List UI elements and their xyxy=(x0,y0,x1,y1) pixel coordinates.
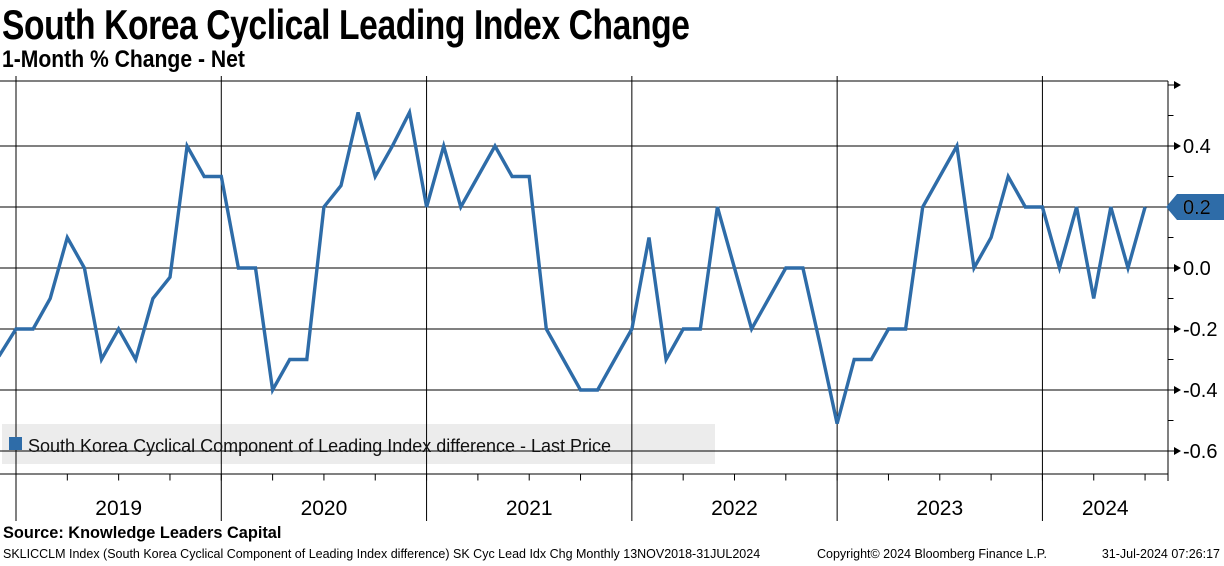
x-axis-year-label: 2023 xyxy=(916,497,963,520)
page-title: South Korea Cyclical Leading Index Chang… xyxy=(2,1,690,48)
y-tick-arrow-icon xyxy=(1174,386,1181,394)
y-tick-arrow-icon xyxy=(1174,447,1181,455)
y-axis-label: 0.4 xyxy=(1183,136,1211,158)
y-axis-label: 0.2 xyxy=(1183,197,1211,219)
last-price-label: 0.2 xyxy=(1183,197,1211,219)
y-tick-arrow-icon xyxy=(1174,264,1181,272)
price-line xyxy=(0,107,1147,425)
y-tick-arrow-icon xyxy=(1174,142,1181,150)
page-subtitle: 1-Month % Change - Net xyxy=(2,46,245,73)
footer-meta: SKLICCLM Index (South Korea Cyclical Com… xyxy=(0,547,1224,565)
x-axis-year-label: 2021 xyxy=(506,497,553,520)
y-tick-arrow-icon xyxy=(1174,81,1181,89)
y-tick-arrow-icon xyxy=(1174,325,1181,333)
x-axis-year-label: 2024 xyxy=(1082,497,1129,520)
x-axis-year-label: 2020 xyxy=(301,497,348,520)
legend-label: South Korea Cyclical Component of Leadin… xyxy=(28,436,611,456)
x-axis-year-label: 2022 xyxy=(711,497,758,520)
x-axis-year-label: 2019 xyxy=(95,497,142,520)
y-axis-label: 0.0 xyxy=(1183,258,1211,280)
y-axis-label: -0.4 xyxy=(1183,380,1217,402)
last-price-flag xyxy=(1166,194,1224,220)
source-note: Source: Knowledge Leaders Capital xyxy=(3,523,282,542)
ticker-descriptor: SKLICCLM Index (South Korea Cyclical Com… xyxy=(3,547,761,561)
timestamp: 31-Jul-2024 07:26:17 xyxy=(1101,547,1220,561)
legend-marker-icon xyxy=(9,437,22,450)
y-axis-label: -0.6 xyxy=(1183,441,1217,463)
legend-band xyxy=(2,424,715,464)
y-axis-label: -0.2 xyxy=(1183,319,1217,341)
copyright-note: Copyright© 2024 Bloomberg Finance L.P. xyxy=(817,547,1047,561)
